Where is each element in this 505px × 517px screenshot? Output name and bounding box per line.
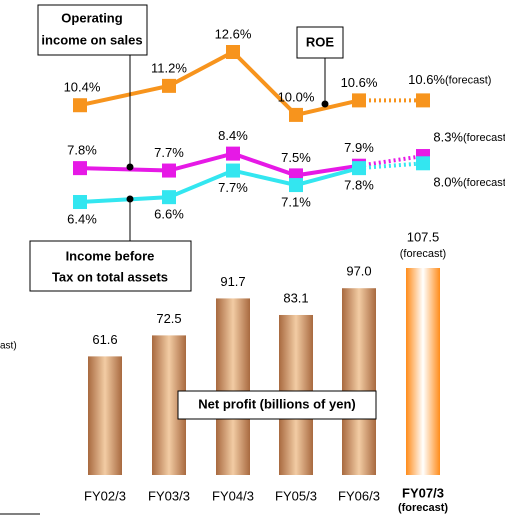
point-label: 10.6% xyxy=(341,75,378,90)
lines: 10.4%11.2%12.6%10.0%10.6% 10.6% (forecast)… xyxy=(64,26,505,226)
bar xyxy=(342,288,376,475)
bar xyxy=(406,268,440,475)
x-tick-label: FY04/3 xyxy=(212,488,254,503)
marker xyxy=(162,163,176,178)
point-note: (forecast) xyxy=(463,132,505,144)
x-tick-label: FY03/3 xyxy=(148,488,190,503)
bars: 61.6 FY02/3 72.5 FY03/3 91.7 FY04/3 83.1 FY05/3… xyxy=(84,229,448,513)
x-tick-note: (forecast) xyxy=(398,502,448,514)
point-label: 8.4% xyxy=(218,128,248,143)
point-label: 10.6% xyxy=(408,72,445,87)
bar xyxy=(88,356,122,475)
point-label: 7.5% xyxy=(281,150,311,165)
marker xyxy=(416,156,430,171)
point-label: 7.1% xyxy=(281,195,311,210)
point-label: 7.9% xyxy=(344,140,374,155)
marker xyxy=(226,163,240,178)
fragment-text: ast) xyxy=(0,341,17,352)
leader-dot xyxy=(126,163,134,171)
leader-dot xyxy=(126,195,134,203)
marker xyxy=(73,195,87,209)
marker xyxy=(73,98,87,113)
point-label: 6.6% xyxy=(154,207,184,222)
marker xyxy=(289,178,303,193)
bar-value-label: 107.5 xyxy=(407,229,440,244)
bar-title-box xyxy=(177,390,377,420)
bar-title: Net profit (billions of yen) xyxy=(198,396,355,411)
marker xyxy=(416,93,430,108)
x-tick-label: FY06/3 xyxy=(338,488,380,503)
marker xyxy=(226,146,240,161)
x-tick-label: FY07/3 xyxy=(402,485,444,500)
line-forecast xyxy=(358,154,424,168)
point-label: 10.4% xyxy=(64,80,101,95)
bar-value-label: 61.6 xyxy=(92,332,117,347)
x-tick-label: FY05/3 xyxy=(275,488,317,503)
marker xyxy=(73,161,87,176)
marker xyxy=(226,45,240,59)
callout-text: Income before xyxy=(66,248,155,263)
callout-text: Tax on total assets xyxy=(52,269,168,284)
marker xyxy=(352,161,366,176)
bar-value-note: (forecast) xyxy=(400,248,446,260)
marker xyxy=(352,93,366,108)
point-note: (forecast) xyxy=(445,74,491,86)
callout-text: Operating xyxy=(61,10,122,25)
callout-text: income on sales xyxy=(41,32,142,47)
bar xyxy=(216,298,250,475)
callout-text: ROE xyxy=(306,34,335,49)
callout-box xyxy=(37,4,148,56)
point-label: 7.7% xyxy=(154,145,184,160)
bar-value-label: 72.5 xyxy=(156,311,181,326)
point-label: 10.0% xyxy=(278,89,315,104)
leader-dot xyxy=(321,100,329,108)
marker xyxy=(289,107,303,122)
point-note: (forecast) xyxy=(463,177,505,189)
callouts: Operating income on sales ROE Income bef… xyxy=(29,4,377,420)
x-tick-label: FY02/3 xyxy=(84,488,126,503)
point-label: 7.8% xyxy=(344,178,374,193)
point-label: 7.8% xyxy=(67,143,97,158)
callout-box xyxy=(29,240,192,292)
point-label: 7.7% xyxy=(218,180,248,195)
line xyxy=(79,49,360,118)
line xyxy=(79,151,360,178)
point-label: 11.2% xyxy=(151,60,187,75)
marker xyxy=(162,78,176,93)
bar-value-label: 91.7 xyxy=(220,274,245,289)
bar-value-label: 97.0 xyxy=(346,264,371,279)
point-label: 12.6% xyxy=(215,26,252,41)
point-label: 6.4% xyxy=(67,211,97,226)
line-forecast xyxy=(358,161,424,171)
marker xyxy=(162,190,176,205)
callout-box xyxy=(296,26,344,59)
bar-value-label: 83.1 xyxy=(283,290,308,305)
point-label: 8.3% xyxy=(433,129,463,144)
point-label: 8.0% xyxy=(433,175,463,190)
